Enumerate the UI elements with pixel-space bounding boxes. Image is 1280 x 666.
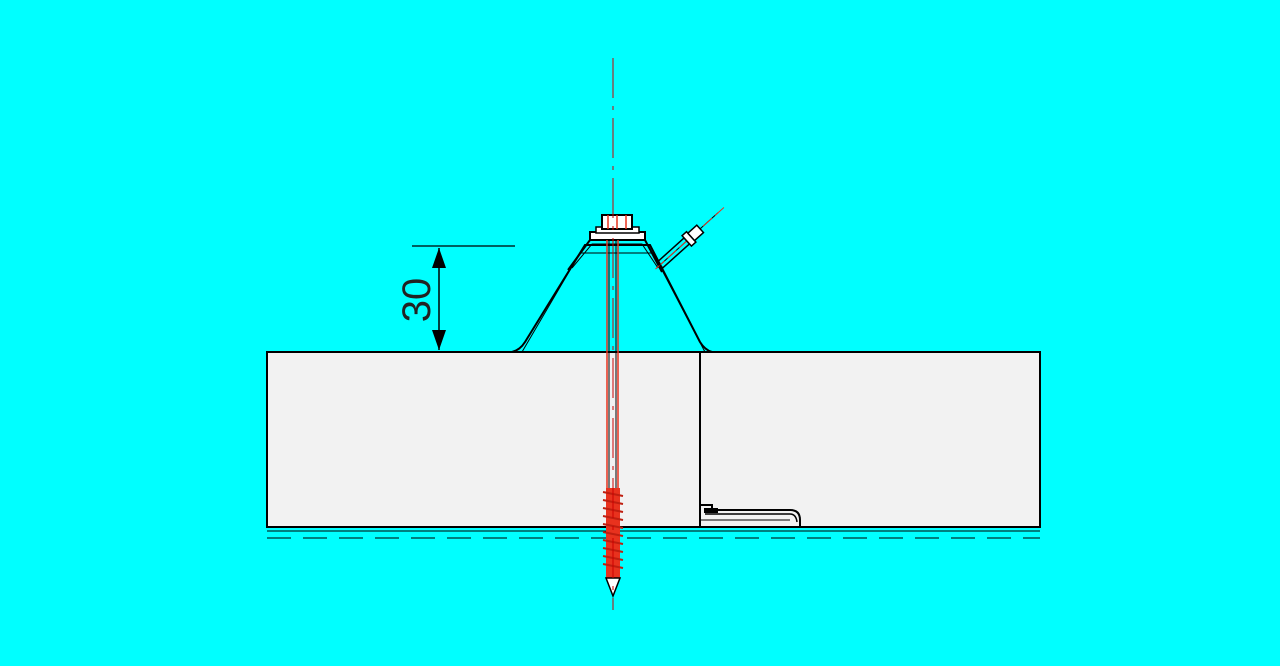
dimension-label: 30 bbox=[395, 278, 439, 323]
rib-cap bbox=[511, 239, 713, 353]
panel-left-core bbox=[266, 351, 701, 528]
bottom-liner bbox=[267, 526, 1040, 539]
screw-head-washer bbox=[589, 214, 646, 241]
side-rivet bbox=[655, 204, 728, 270]
panel-right-core bbox=[699, 351, 1041, 528]
dimension-arrow-bottom bbox=[432, 330, 446, 350]
height-dimension: 30 bbox=[395, 245, 515, 350]
liner-joint-clip bbox=[700, 504, 801, 527]
fastening-screw bbox=[606, 240, 619, 490]
sandwich-panel bbox=[266, 351, 1041, 528]
dimension-arrow-top bbox=[432, 248, 446, 268]
